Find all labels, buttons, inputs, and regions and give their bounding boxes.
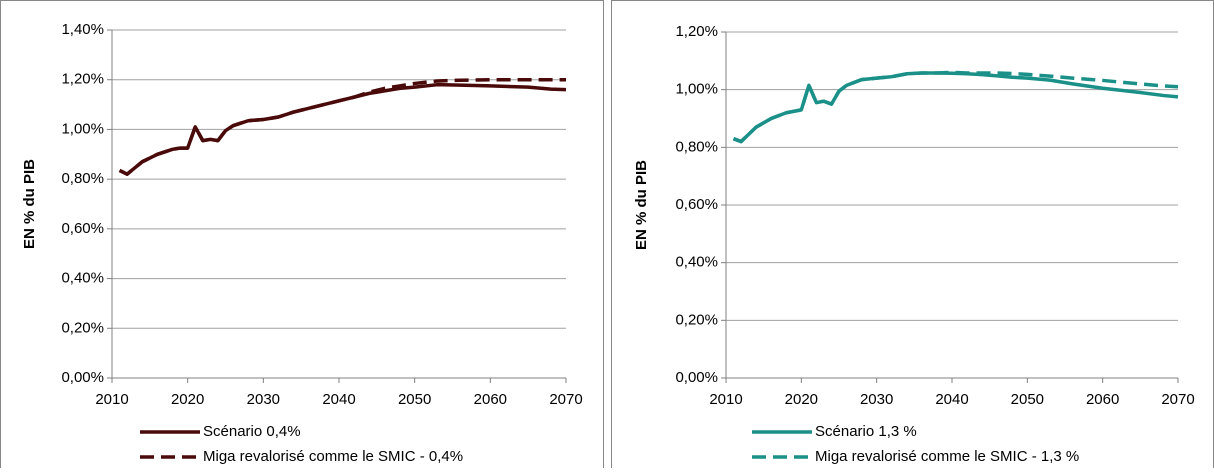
y-tick-label: 0,00% xyxy=(675,369,718,386)
x-tick-label: 2060 xyxy=(474,391,507,408)
x-tick-label: 2030 xyxy=(247,391,280,408)
y-tick-label: 1,20% xyxy=(675,23,718,40)
y-tick-label: 0,20% xyxy=(675,311,718,328)
y-tick-label: 0,20% xyxy=(61,319,104,336)
x-tick-label: 2010 xyxy=(709,391,742,408)
x-tick-label: 2050 xyxy=(1011,391,1044,408)
y-tick-label: 0,00% xyxy=(61,369,104,386)
x-tick-label: 2020 xyxy=(785,391,818,408)
x-tick-label: 2070 xyxy=(549,391,582,408)
series-line xyxy=(732,70,1179,144)
y-axis-title: EN % du PIB xyxy=(21,159,38,249)
y-tick-label: 0,60% xyxy=(61,220,104,237)
series-line xyxy=(732,71,1179,144)
y-tick-label: 0,60% xyxy=(675,196,718,213)
y-tick-label: 0,80% xyxy=(61,170,104,187)
y-tick-label: 0,80% xyxy=(675,138,718,155)
y-tick-label: 1,20% xyxy=(61,71,104,88)
chart-frame xyxy=(611,0,1214,473)
x-tick-label: 2050 xyxy=(398,391,431,408)
y-axis-title: EN % du PIB xyxy=(633,160,650,250)
legend-label: Scénario 1,3 % xyxy=(815,423,917,440)
x-tick-label: 2030 xyxy=(860,391,893,408)
x-tick-label: 2040 xyxy=(935,391,968,408)
x-tick-label: 2070 xyxy=(1161,391,1194,408)
x-tick-label: 2020 xyxy=(171,391,204,408)
y-tick-label: 1,40% xyxy=(61,21,104,38)
legend-label: Scénario 0,4% xyxy=(203,423,301,440)
y-tick-label: 1,00% xyxy=(675,81,718,98)
y-tick-label: 0,40% xyxy=(61,270,104,287)
x-tick-label: 2040 xyxy=(322,391,355,408)
legend-label: Miga revalorisé comme le SMIC - 0,4% xyxy=(203,448,463,465)
x-tick-label: 2060 xyxy=(1086,391,1119,408)
series-line xyxy=(118,77,566,176)
legend-label: Miga revalorisé comme le SMIC - 1,3 % xyxy=(815,448,1079,465)
y-tick-label: 0,40% xyxy=(675,254,718,271)
chart-frame xyxy=(0,0,604,473)
y-tick-label: 1,00% xyxy=(61,120,104,137)
x-tick-label: 2010 xyxy=(95,391,128,408)
